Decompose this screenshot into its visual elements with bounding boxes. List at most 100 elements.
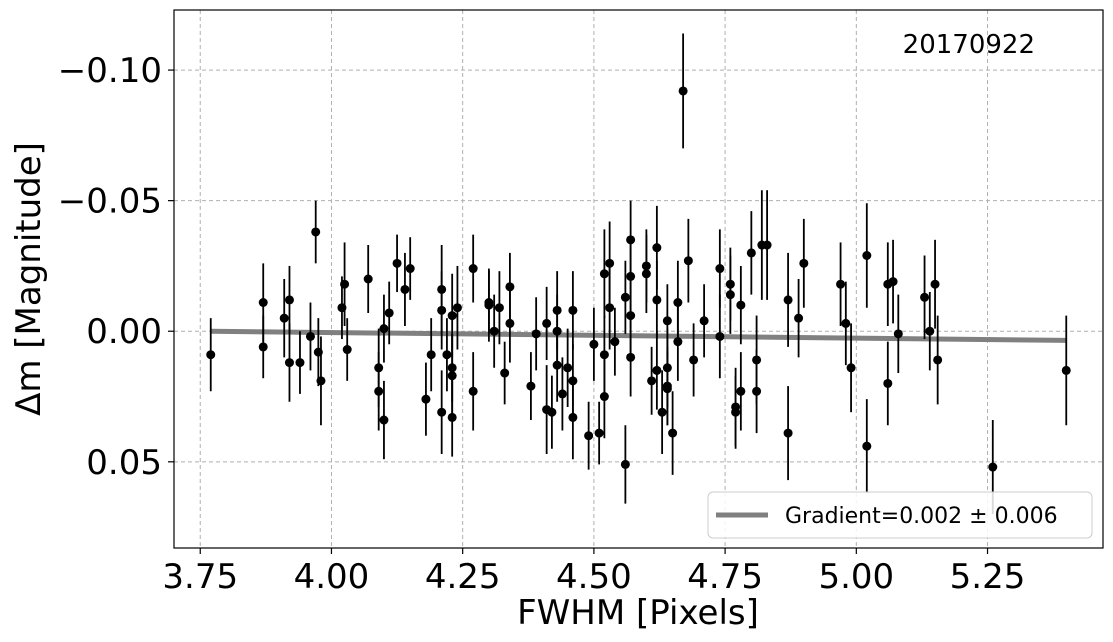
data-point bbox=[542, 318, 552, 328]
data-point bbox=[933, 355, 943, 365]
data-point bbox=[589, 339, 599, 349]
data-point bbox=[584, 431, 594, 441]
data-point bbox=[925, 326, 935, 336]
data-point bbox=[678, 86, 688, 96]
data-point bbox=[206, 350, 216, 360]
data-point bbox=[342, 345, 352, 355]
data-point bbox=[311, 227, 321, 237]
data-point bbox=[641, 269, 651, 279]
data-point bbox=[883, 378, 893, 388]
data-point bbox=[893, 329, 903, 339]
data-point bbox=[988, 462, 998, 472]
data-point bbox=[673, 298, 683, 308]
data-point bbox=[725, 290, 735, 300]
data-point bbox=[662, 384, 672, 394]
data-point bbox=[752, 386, 762, 396]
data-point bbox=[363, 274, 373, 284]
data-point bbox=[316, 376, 326, 386]
data-point bbox=[862, 441, 872, 451]
data-point bbox=[531, 329, 541, 339]
data-point bbox=[447, 363, 457, 373]
y-tick-label: −0.10 bbox=[58, 51, 162, 91]
data-point bbox=[279, 313, 289, 323]
data-point bbox=[657, 407, 667, 417]
data-point bbox=[568, 376, 578, 386]
data-point bbox=[626, 311, 636, 321]
data-point bbox=[715, 264, 725, 274]
data-point bbox=[736, 300, 746, 310]
data-point bbox=[340, 279, 350, 289]
data-point bbox=[384, 308, 394, 318]
data-point bbox=[552, 360, 562, 370]
data-point bbox=[626, 235, 636, 245]
data-point bbox=[447, 371, 457, 381]
data-point bbox=[379, 415, 389, 425]
data-point bbox=[421, 394, 431, 404]
data-point bbox=[699, 316, 709, 326]
data-point bbox=[258, 298, 268, 308]
data-point bbox=[599, 269, 609, 279]
data-points bbox=[206, 86, 1071, 472]
data-point bbox=[547, 407, 557, 417]
data-point bbox=[841, 318, 851, 328]
data-point bbox=[846, 363, 856, 373]
data-point bbox=[468, 264, 478, 274]
data-point bbox=[552, 305, 562, 315]
data-point bbox=[799, 258, 809, 268]
data-point bbox=[862, 250, 872, 260]
data-point bbox=[736, 386, 746, 396]
date-annotation: 20170922 bbox=[903, 30, 1035, 60]
data-point bbox=[610, 337, 620, 347]
data-point bbox=[794, 313, 804, 323]
x-axis-label: FWHM [Pixels] bbox=[517, 593, 759, 633]
data-point bbox=[626, 271, 636, 281]
data-point bbox=[426, 350, 436, 360]
data-point bbox=[652, 295, 662, 305]
data-point bbox=[920, 292, 930, 302]
data-point bbox=[447, 412, 457, 422]
data-point bbox=[683, 256, 693, 266]
data-point bbox=[888, 277, 898, 287]
x-tick-label: 5.25 bbox=[950, 557, 1026, 597]
data-point bbox=[668, 428, 678, 438]
data-point bbox=[500, 368, 510, 378]
data-point bbox=[489, 326, 499, 336]
data-point bbox=[284, 358, 294, 368]
data-point bbox=[494, 303, 504, 313]
data-point bbox=[437, 305, 447, 315]
data-point bbox=[405, 264, 415, 274]
data-point bbox=[599, 350, 609, 360]
data-point bbox=[258, 342, 268, 352]
data-point bbox=[374, 386, 384, 396]
x-tick-label: 4.25 bbox=[425, 557, 501, 597]
data-point bbox=[568, 305, 578, 315]
data-point bbox=[752, 355, 762, 365]
legend-box bbox=[707, 491, 1093, 539]
data-point bbox=[652, 365, 662, 375]
x-tick-label: 4.50 bbox=[556, 557, 632, 597]
y-axis-label: Δm [Magnitude] bbox=[9, 142, 49, 416]
y-tick-label: −0.05 bbox=[58, 182, 162, 222]
y-tick-label: 0.00 bbox=[86, 312, 162, 352]
data-point bbox=[437, 407, 447, 417]
data-point bbox=[313, 347, 323, 357]
data-point bbox=[442, 350, 452, 360]
legend-label: Gradient=0.002 ± 0.006 bbox=[785, 504, 1058, 529]
data-point bbox=[662, 316, 672, 326]
data-point bbox=[305, 331, 315, 341]
x-tick-label: 5.00 bbox=[818, 557, 894, 597]
data-point bbox=[626, 352, 636, 362]
data-point bbox=[484, 300, 494, 310]
data-point bbox=[505, 318, 515, 328]
data-point bbox=[783, 295, 793, 305]
legend: Gradient=0.002 ± 0.006 bbox=[707, 491, 1093, 539]
data-point bbox=[599, 392, 609, 402]
data-point bbox=[762, 240, 772, 250]
data-point bbox=[605, 303, 615, 313]
data-point bbox=[379, 324, 389, 334]
data-point bbox=[284, 295, 294, 305]
data-point bbox=[374, 363, 384, 373]
data-point bbox=[641, 261, 651, 271]
data-point bbox=[725, 279, 735, 289]
